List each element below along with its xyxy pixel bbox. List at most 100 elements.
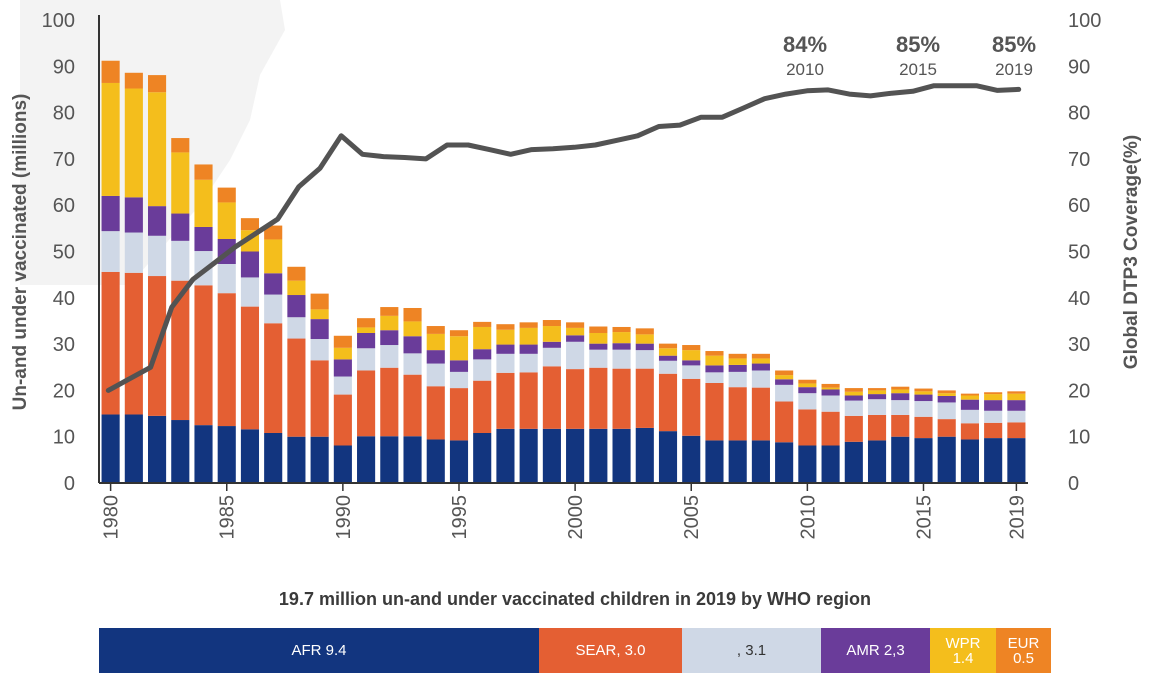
bar-segment-eur-2008 [751, 353, 770, 359]
bar-segment-wpr-1999 [542, 326, 561, 342]
bar-segment-wpr-2009 [775, 375, 794, 380]
x-tick-label: 2015 [914, 495, 936, 540]
bar-segment-afr-1992 [380, 436, 399, 483]
bar-segment-amr-1980 [101, 195, 120, 232]
bar-segment-wpr-2013 [867, 390, 887, 395]
y-left-label: Un-and under vaccinated (millions) [10, 94, 31, 411]
bar-segment-sear-2007 [728, 387, 747, 441]
bar-segment-wpr-2015 [914, 391, 933, 395]
x-tick-label: 1990 [333, 495, 355, 540]
bar-segment-wpr-1987 [264, 239, 283, 274]
bar-segment-wpr-2001 [589, 332, 608, 344]
bar-segment-eur-2005 [682, 345, 701, 351]
bar-segment-eur-2003 [635, 328, 654, 335]
bar-segment-amr-1983 [171, 213, 190, 241]
bar-segment-eur-2002 [612, 326, 631, 333]
bar-segment-eur-2012 [844, 388, 863, 392]
bar-segment-amr-2009 [775, 379, 794, 385]
bar-segment-afr-2002 [612, 428, 631, 483]
y-left-tick-label: 10 [53, 427, 75, 449]
bar-segment-amr-2015 [914, 394, 933, 402]
bar-segment-amr-2012 [844, 395, 863, 401]
bar-segment-afr-1991 [357, 436, 376, 483]
bar-segment-region-2-2008 [751, 370, 770, 388]
bar-segment-amr-1996 [473, 349, 492, 360]
bar-segment-wpr-1995 [449, 336, 469, 361]
bar-segment-afr-2017 [960, 439, 979, 483]
bar-segment-sear-1980 [101, 271, 120, 415]
bar-segment-eur-1996 [473, 321, 492, 327]
bar-segment-afr-1987 [264, 433, 283, 483]
bar-segment-amr-1997 [496, 344, 515, 354]
x-tick-label: 2005 [681, 495, 703, 540]
bar-segment-amr-1988 [287, 295, 306, 318]
bar-segment-wpr-2017 [960, 395, 979, 400]
bar-segment-afr-2015 [914, 438, 933, 483]
bar-segment-wpr-1993 [403, 321, 422, 337]
bar-segment-afr-2004 [658, 431, 678, 483]
bar-segment-sear-2008 [751, 387, 770, 441]
bar-segment-eur-2007 [728, 353, 747, 359]
annotations-group: 84% 2010 85% 2015 85% 2019 [783, 32, 1036, 79]
y-left-tick-label: 50 [53, 242, 75, 264]
bar-segment-eur-1985 [217, 187, 236, 203]
bar-segment-amr-2016 [937, 395, 956, 403]
bar-segment-afr-1996 [473, 433, 492, 483]
bar-segment-eur-1993 [403, 307, 422, 322]
bar-segment-wpr-2007 [728, 358, 747, 365]
bar-segment-wpr-2004 [658, 348, 678, 356]
bar-segment-region-2-1980 [101, 231, 120, 272]
region-breakdown-bar: AFR 9.4 SEAR, 3.0, 3.1 AMR 2,3 WPR 1.4 EUR 0… [99, 628, 1051, 673]
bar-segment-region-2-2005 [682, 365, 701, 379]
bar-segment-eur-2018 [984, 392, 1003, 395]
bar-segment-wpr-2011 [821, 387, 840, 390]
bar-segment-wpr-1988 [287, 280, 306, 296]
bar-segment-eur-2000 [566, 322, 585, 328]
bar-segment-eur-1991 [357, 318, 376, 328]
bar-segment-amr-2010 [798, 387, 817, 394]
bar-segment-amr-1998 [519, 344, 538, 354]
bar-segment-sear-2004 [658, 373, 678, 432]
annotation-percent: 85% [992, 32, 1036, 57]
bar-segment-eur-1982 [148, 75, 167, 93]
bar-segment-sear-2015 [914, 416, 933, 439]
bar-segment-amr-2018 [984, 400, 1003, 411]
y-left-tick-label: 60 [53, 195, 75, 217]
y-right-tick-label: 90 [1068, 56, 1090, 78]
bar-segment-afr-1993 [403, 436, 422, 483]
x-tick-label: 2000 [565, 495, 587, 540]
bar-segment-wpr-2003 [635, 334, 654, 344]
bar-segment-afr-1989 [310, 436, 329, 483]
y-right-tick-label: 40 [1068, 288, 1090, 310]
bar-segment-region-2-1989 [310, 339, 329, 361]
bar-segment-afr-1995 [449, 440, 469, 483]
bar-segment-wpr-1984 [194, 179, 213, 227]
bar-segment-amr-2007 [728, 364, 747, 372]
y-left-tick-label: 80 [53, 103, 75, 125]
x-tick-label: 1980 [101, 495, 123, 540]
bar-segment-afr-2011 [821, 445, 840, 483]
bar-segment-sear-1999 [542, 366, 561, 429]
bar-segment-afr-2008 [751, 440, 770, 483]
bar-segment-afr-1990 [333, 445, 352, 483]
bar-segment-afr-1981 [124, 414, 143, 483]
bar-segment-amr-1992 [380, 330, 399, 346]
bar-segment-afr-2016 [937, 436, 956, 483]
bar-segment-eur-1984 [194, 164, 213, 180]
bar-segment-amr-1999 [542, 341, 561, 348]
bar-segment-wpr-2016 [937, 393, 956, 396]
bar-segment-eur-2010 [798, 379, 817, 384]
bar-segment-eur-2019 [1007, 391, 1026, 394]
bar-segment-region-2-1999 [542, 347, 561, 367]
bar-segment-wpr-1992 [380, 315, 399, 331]
bar-segment-region-2-1996 [473, 359, 492, 381]
bar-segment-amr-2001 [589, 343, 608, 350]
bar-segment-eur-2015 [914, 388, 933, 392]
bar-segment-afr-1980 [101, 414, 120, 483]
bar-segment-eur-1983 [171, 138, 190, 153]
bar-segment-sear-2012 [844, 415, 863, 442]
bar-segment-eur-1980 [101, 60, 120, 83]
bar-segment-amr-2004 [658, 355, 678, 361]
bar-segment-region-2-1981 [124, 232, 143, 273]
bar-segment-region-2-1998 [519, 353, 538, 373]
